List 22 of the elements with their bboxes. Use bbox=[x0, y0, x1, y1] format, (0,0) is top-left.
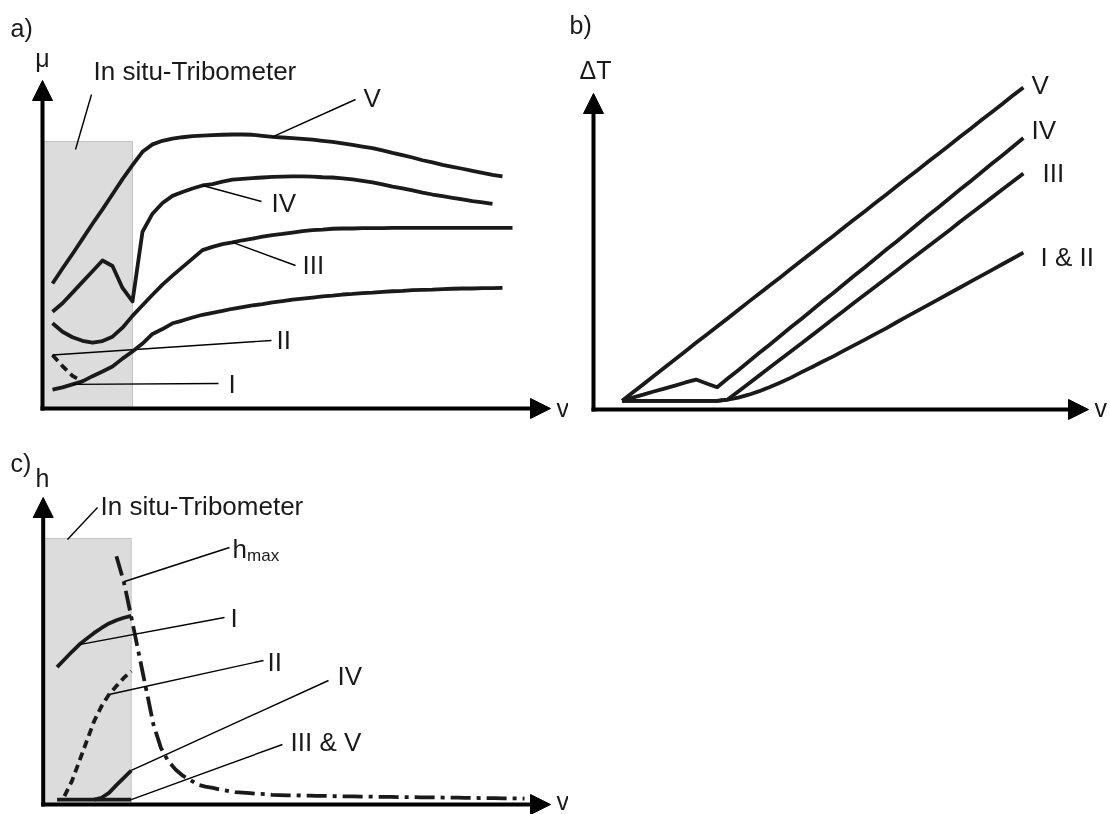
text: In situ-Tribometer bbox=[93, 55, 297, 86]
series-label: V bbox=[1031, 69, 1050, 100]
text: I bbox=[228, 368, 236, 399]
series-label: IV bbox=[1031, 114, 1057, 145]
x-axis-title: v bbox=[1094, 393, 1108, 422]
y-axis-title: h bbox=[35, 463, 50, 492]
text: II bbox=[276, 324, 291, 355]
text: II bbox=[267, 646, 282, 677]
series-label: III bbox=[1042, 157, 1065, 188]
series-label: III bbox=[302, 249, 325, 280]
text: IV bbox=[337, 660, 363, 691]
series-label: V bbox=[363, 82, 382, 113]
chart-title: b) bbox=[569, 10, 592, 39]
text: In situ-Tribometer bbox=[100, 490, 304, 521]
series-label: IV bbox=[271, 187, 297, 218]
text: I bbox=[230, 602, 238, 633]
series-label: I & II bbox=[1040, 241, 1094, 272]
chart-title: a) bbox=[10, 13, 33, 42]
y-axis-title: ΔT bbox=[579, 55, 612, 84]
y-axis-title: μ bbox=[35, 43, 50, 72]
text: III & V bbox=[290, 726, 362, 757]
chart-title: c) bbox=[10, 448, 32, 477]
